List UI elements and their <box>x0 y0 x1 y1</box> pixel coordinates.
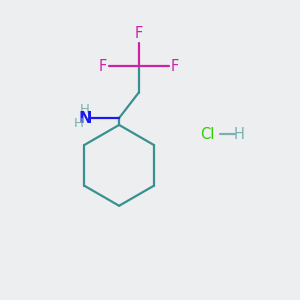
Text: Cl: Cl <box>200 127 214 142</box>
Text: F: F <box>171 58 179 74</box>
Text: H: H <box>74 117 84 130</box>
Text: H: H <box>234 127 245 142</box>
Text: F: F <box>99 58 107 74</box>
Text: F: F <box>135 26 143 41</box>
Text: H: H <box>80 103 89 116</box>
Text: N: N <box>79 110 92 125</box>
